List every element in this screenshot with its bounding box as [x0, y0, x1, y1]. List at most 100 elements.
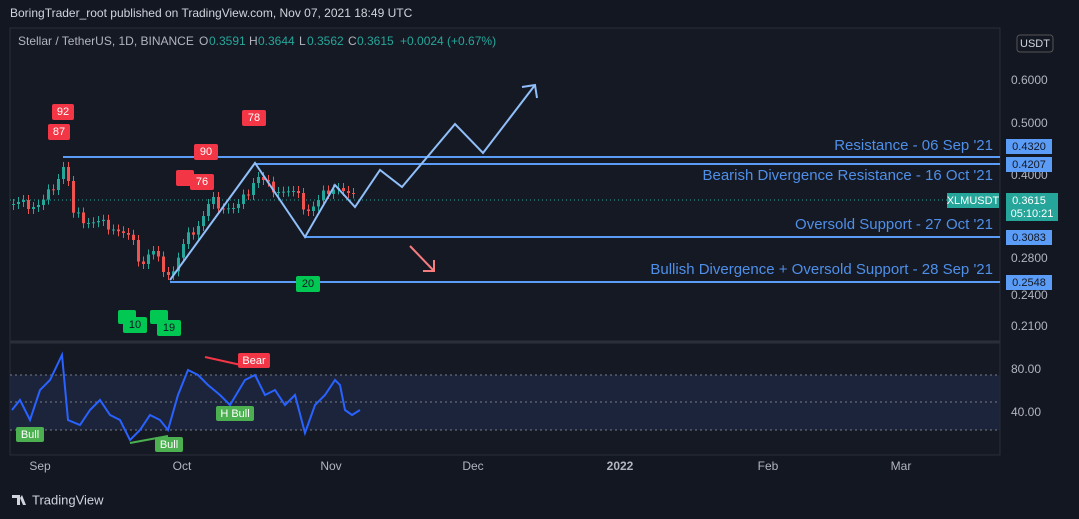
price-label: 0.6000 [1011, 73, 1048, 87]
marker-label: 19 [163, 322, 175, 334]
candle-body [207, 204, 210, 216]
level-price: 0.4207 [1012, 159, 1046, 171]
level-label: Bearish Divergence Resistance - 16 Oct '… [702, 167, 993, 184]
currency: USDT [1020, 38, 1050, 50]
marker-label: 10 [129, 319, 141, 331]
candle-body [107, 219, 110, 230]
candle-body [247, 194, 250, 196]
candle-body [347, 191, 350, 193]
signal-bg [155, 437, 183, 452]
tag-bg [1006, 157, 1052, 172]
high: 0.3644 [258, 34, 295, 48]
time-label: Mar [891, 459, 912, 473]
candle-body [117, 229, 120, 232]
signal: Bear [242, 355, 266, 367]
candle-body [232, 208, 235, 209]
candle-body [317, 200, 320, 207]
symbol-legend: Stellar / TetherUS, 1D, BINANCE O 0.3591… [18, 34, 496, 48]
candle-body [157, 251, 160, 257]
red-marker [48, 124, 70, 140]
price-label: 0.5000 [1011, 116, 1048, 130]
currency-box [1016, 34, 1054, 53]
candles [12, 162, 355, 280]
marker-label: 87 [53, 126, 65, 138]
marker-label: 90 [200, 146, 212, 158]
candle-body [47, 189, 50, 200]
candle-body [272, 181, 275, 193]
candle-body [252, 183, 255, 195]
candle-body [57, 179, 60, 190]
candle-body [202, 216, 205, 226]
candle-body [217, 197, 220, 209]
level-label: Oversold Support - 27 Oct '21 [795, 216, 993, 233]
candle-body [42, 199, 45, 205]
candle-body [82, 212, 85, 224]
o-label: O [199, 34, 208, 48]
tag-bg [947, 193, 999, 208]
tag-bg [1006, 139, 1052, 154]
time-label: 2022 [607, 459, 634, 473]
time-label: Dec [462, 459, 483, 473]
candle-body [262, 177, 265, 180]
price-label: 0.2100 [1011, 319, 1048, 333]
arrowhead [423, 260, 435, 272]
marker-label: 92 [57, 106, 69, 118]
candle-body [92, 222, 95, 224]
marker-label: 20 [302, 278, 314, 290]
marker-label: 76 [196, 176, 208, 188]
arrowhead [521, 83, 538, 99]
time-label: Oct [173, 459, 192, 473]
candle-body [142, 261, 145, 264]
price-label: 0.2400 [1011, 288, 1048, 302]
level-price: 0.4320 [1012, 141, 1046, 153]
rsi-label: 40.00 [1011, 405, 1041, 419]
candle-body [167, 272, 170, 275]
signal-bg [238, 353, 270, 368]
candle-body [277, 192, 280, 193]
tag-bg [1006, 193, 1058, 221]
candle-body [302, 193, 305, 210]
candle-body [267, 180, 270, 182]
red-marker [194, 144, 218, 160]
candle-body [112, 229, 115, 231]
candle-body [147, 254, 150, 264]
candle-body [172, 271, 175, 275]
candle-body [37, 205, 40, 207]
open: 0.3591 [209, 34, 246, 48]
publish-header: BoringTrader_root published on TradingVi… [10, 6, 413, 20]
red-marker [242, 110, 266, 126]
candle-body [287, 191, 290, 193]
signal: Bull [160, 439, 178, 451]
c-label: C [348, 34, 357, 48]
time-label: Sep [29, 459, 51, 473]
candle-body [192, 232, 195, 235]
candle-body [177, 257, 180, 272]
candle-body [282, 191, 285, 193]
red-marker [176, 170, 194, 186]
level-label: Resistance - 06 Sep '21 [834, 137, 993, 154]
marker-label: 78 [248, 112, 260, 124]
candle-body [52, 189, 55, 191]
down-arrow [409, 245, 435, 272]
green-marker [157, 320, 181, 336]
price-tags: 0.4320 0.4207 XLMUSDT 0.3615 05:10:21 0.… [947, 139, 1058, 290]
candle-body [62, 167, 65, 179]
candle-body [352, 193, 355, 194]
candle-body [132, 234, 135, 240]
candle-body [17, 202, 20, 204]
candle-body [77, 212, 80, 214]
candle-body [292, 191, 295, 192]
candle-body [12, 204, 15, 205]
level-label: Bullish Divergence + Oversold Support - … [650, 261, 993, 278]
tag-bg [1006, 230, 1052, 245]
candle-body [67, 167, 70, 181]
candle-body [122, 231, 125, 233]
rsi-line [11, 351, 361, 442]
candle-body [307, 209, 310, 211]
candle-body [197, 226, 200, 235]
signal: Bull [21, 429, 39, 441]
candle-body [137, 240, 140, 262]
candle-body [242, 194, 245, 204]
red-marker [52, 104, 74, 120]
